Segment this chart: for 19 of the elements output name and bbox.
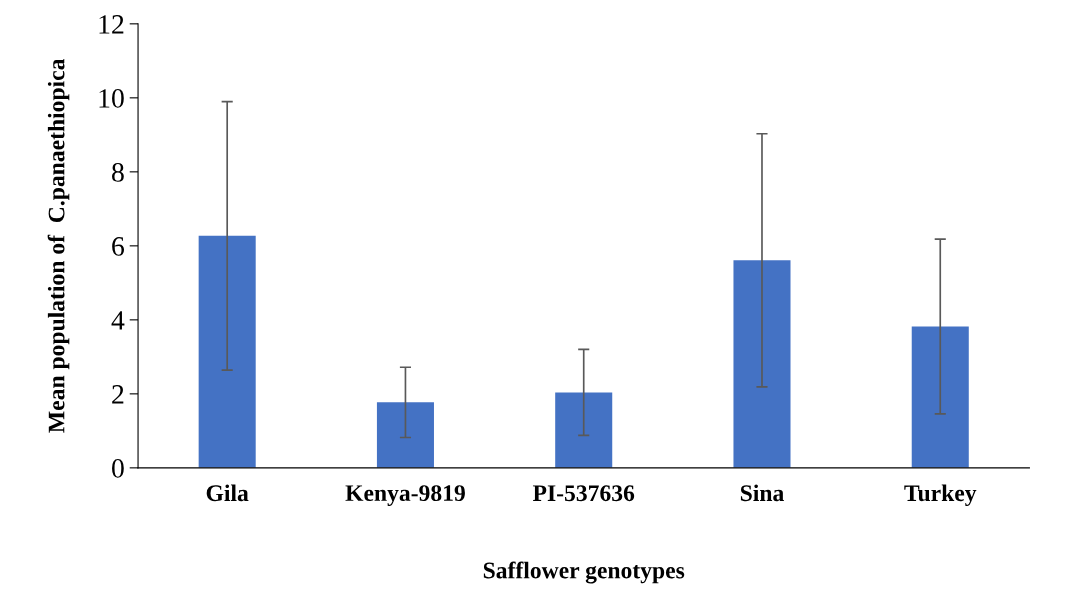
y-tick-label: 8 (112, 163, 124, 182)
bar (911, 326, 969, 468)
y-tick-label: 0 (112, 459, 124, 478)
x-axis-title: Safflower genotypes (483, 561, 685, 584)
bar (555, 392, 613, 468)
y-tick-label: 4 (111, 311, 125, 330)
bar (198, 235, 256, 468)
x-tick-label: Gila (206, 484, 249, 502)
bar (733, 260, 791, 468)
y-tick-label: 2 (112, 385, 124, 404)
y-tick-label: 12 (99, 15, 124, 34)
x-tick-label: Kenya-9819 (345, 485, 465, 506)
x-tick-label: PI-537636 (532, 485, 635, 502)
bar (376, 402, 434, 468)
y-tick-label: 10 (99, 89, 124, 108)
y-axis-title: Mean population of C.panaethiopica (47, 58, 70, 433)
y-tick-label: 6 (112, 237, 125, 256)
x-tick-label: Turkey (904, 484, 977, 507)
x-tick-label: Sina (740, 484, 784, 502)
